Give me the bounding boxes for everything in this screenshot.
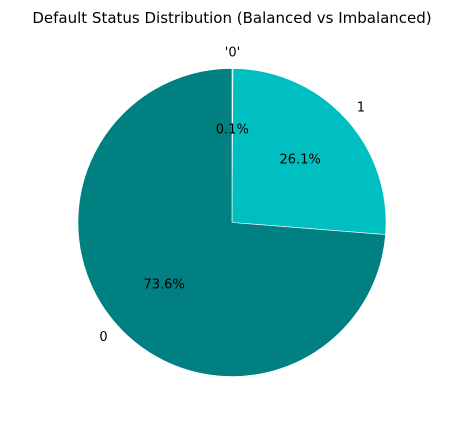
slice-percent-0: 0.1% xyxy=(216,123,249,138)
slice-percent-1: 26.1% xyxy=(279,153,320,168)
slice-label-2: 0 xyxy=(99,330,107,345)
slice-percent-2: 73.6% xyxy=(143,278,184,293)
pie-slice-1 xyxy=(231,68,387,235)
pie-labels: '0' 0.1% 1 26.1% 0 73.6% xyxy=(99,46,365,345)
slice-label-0: '0' xyxy=(225,46,240,61)
pie-slice-2 xyxy=(77,68,386,377)
chart-title: Default Status Distribution (Balanced vs… xyxy=(32,9,431,27)
pie-slices xyxy=(77,68,387,377)
slice-label-1: 1 xyxy=(357,100,365,115)
